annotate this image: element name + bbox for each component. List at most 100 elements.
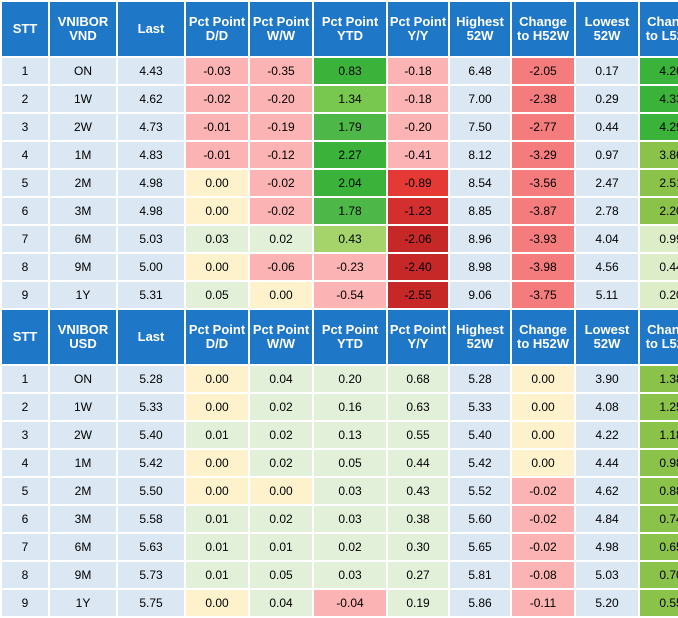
vnd-cell-lowest-52w: 4.56 [576, 254, 638, 280]
usd-cell-pct-dd: 0.01 [186, 562, 248, 588]
usd-cell-pct-yy: 0.55 [388, 422, 448, 448]
vnd-cell-pct-dd: 0.00 [186, 170, 248, 196]
usd-cell-lowest-52w: 5.03 [576, 562, 638, 588]
usd-header-lowest-52w: Lowest 52W [576, 310, 638, 364]
vnd-header-highest-52w: Highest 52W [450, 2, 510, 56]
usd-cell-change-h52w: 0.00 [512, 366, 574, 392]
usd-cell-pct-ytd: 0.20 [314, 366, 386, 392]
vnd-cell-change-h52w: -2.38 [512, 86, 574, 112]
usd-cell-last: 5.75 [118, 590, 184, 616]
vnd-cell-pct-dd: 0.03 [186, 226, 248, 252]
vnd-cell-pct-yy: -0.18 [388, 58, 448, 84]
usd-cell-pct-dd: 0.00 [186, 590, 248, 616]
vnd-cell-pct-ytd: 2.27 [314, 142, 386, 168]
usd-cell-pct-ww: 0.02 [250, 450, 312, 476]
vnd-cell-change-h52w: -3.56 [512, 170, 574, 196]
usd-header-pct-ytd: Pct Point YTD [314, 310, 386, 364]
table-row: 9 1Y 5.31 0.05 0.00 -0.54 -2.55 9.06 -3.75 5.11 0.… [2, 282, 678, 308]
vnd-header-pct-ytd: Pct Point YTD [314, 2, 386, 56]
vnd-cell-pct-ytd: 1.78 [314, 198, 386, 224]
usd-cell-tenor: 3M [50, 506, 116, 532]
vnd-cell-pct-dd: 0.05 [186, 282, 248, 308]
usd-header-stt: STT [2, 310, 48, 364]
vnd-cell-pct-dd: -0.01 [186, 114, 248, 140]
vnd-cell-pct-dd: 0.00 [186, 254, 248, 280]
vnd-cell-pct-ww: -0.35 [250, 58, 312, 84]
usd-cell-pct-yy: 0.43 [388, 478, 448, 504]
table-row: 5 2M 4.98 0.00 -0.02 2.04 -0.89 8.54 -3.56 2.47 2.… [2, 170, 678, 196]
usd-cell-lowest-52w: 4.84 [576, 506, 638, 532]
usd-cell-pct-yy: 0.19 [388, 590, 448, 616]
usd-cell-last: 5.42 [118, 450, 184, 476]
vnd-cell-stt: 8 [2, 254, 48, 280]
vnd-cell-highest-52w: 8.85 [450, 198, 510, 224]
vnd-cell-pct-yy: -2.55 [388, 282, 448, 308]
usd-cell-pct-ytd: 0.03 [314, 506, 386, 532]
vnd-cell-pct-ww: -0.20 [250, 86, 312, 112]
table-row: 6 3M 4.98 0.00 -0.02 1.78 -1.23 8.85 -3.87 2.78 2.… [2, 198, 678, 224]
vnd-header-pct-dd: Pct Point D/D [186, 2, 248, 56]
vnd-cell-change-h52w: -3.75 [512, 282, 574, 308]
usd-cell-last: 5.28 [118, 366, 184, 392]
table-row: 1 ON 4.43 -0.03 -0.35 0.83 -0.18 6.48 -2.05 0.17 4… [2, 58, 678, 84]
vnd-cell-pct-ww: -0.12 [250, 142, 312, 168]
usd-cell-stt: 8 [2, 562, 48, 588]
usd-cell-stt: 1 [2, 366, 48, 392]
usd-cell-pct-ytd: 0.05 [314, 450, 386, 476]
vnd-cell-pct-ww: -0.02 [250, 198, 312, 224]
vnd-cell-pct-ytd: 1.79 [314, 114, 386, 140]
vnd-cell-highest-52w: 7.00 [450, 86, 510, 112]
usd-cell-pct-dd: 0.00 [186, 366, 248, 392]
vnd-header-pct-yy: Pct Point Y/Y [388, 2, 448, 56]
usd-cell-last: 5.40 [118, 422, 184, 448]
table-row: 8 9M 5.00 0.00 -0.06 -0.23 -2.40 8.98 -3.98 4.56 0… [2, 254, 678, 280]
usd-cell-lowest-52w: 4.98 [576, 534, 638, 560]
vnd-cell-pct-ytd: 0.83 [314, 58, 386, 84]
vnd-cell-lowest-52w: 0.97 [576, 142, 638, 168]
vnd-cell-pct-yy: -2.06 [388, 226, 448, 252]
vnd-cell-last: 4.98 [118, 170, 184, 196]
vnd-cell-pct-dd: -0.01 [186, 142, 248, 168]
vnd-header-tenor: VNIBOR VND [50, 2, 116, 56]
vnd-cell-pct-yy: -2.40 [388, 254, 448, 280]
usd-cell-tenor: 1Y [50, 590, 116, 616]
vnd-header-last: Last [118, 2, 184, 56]
vnd-cell-change-h52w: -2.05 [512, 58, 574, 84]
usd-cell-highest-52w: 5.60 [450, 506, 510, 532]
usd-header-pct-yy: Pct Point Y/Y [388, 310, 448, 364]
vnd-cell-last: 5.31 [118, 282, 184, 308]
vnd-cell-change-l52w: 2.51 [640, 170, 678, 196]
usd-cell-pct-dd: 0.00 [186, 478, 248, 504]
usd-cell-last: 5.58 [118, 506, 184, 532]
usd-header-tenor: VNIBOR USD [50, 310, 116, 364]
vnd-cell-tenor: ON [50, 58, 116, 84]
usd-cell-change-l52w: 1.38 [640, 366, 678, 392]
vnd-cell-pct-ytd: 1.34 [314, 86, 386, 112]
usd-header-pct-ww: Pct Point W/W [250, 310, 312, 364]
usd-header-row: STT VNIBOR USD Last Pct Point D/D Pct Point … [2, 310, 678, 364]
usd-cell-tenor: 1W [50, 394, 116, 420]
usd-cell-change-l52w: 0.74 [640, 506, 678, 532]
vnd-cell-highest-52w: 8.54 [450, 170, 510, 196]
vnd-cell-highest-52w: 6.48 [450, 58, 510, 84]
usd-cell-pct-ww: 0.00 [250, 478, 312, 504]
usd-cell-pct-yy: 0.63 [388, 394, 448, 420]
usd-cell-highest-52w: 5.86 [450, 590, 510, 616]
table-row: 9 1Y 5.75 0.00 0.04 -0.04 0.19 5.86 -0.11 5.20 0.5… [2, 590, 678, 616]
usd-cell-tenor: ON [50, 366, 116, 392]
usd-cell-pct-ww: 0.02 [250, 422, 312, 448]
vnd-cell-pct-yy: -0.41 [388, 142, 448, 168]
usd-cell-tenor: 2M [50, 478, 116, 504]
vnd-cell-pct-ww: -0.06 [250, 254, 312, 280]
vnd-cell-lowest-52w: 4.04 [576, 226, 638, 252]
table-row: 4 1M 4.83 -0.01 -0.12 2.27 -0.41 8.12 -3.29 0.97 3… [2, 142, 678, 168]
vnd-cell-stt: 1 [2, 58, 48, 84]
vnd-cell-change-h52w: -3.98 [512, 254, 574, 280]
table-row: 7 6M 5.03 0.03 0.02 0.43 -2.06 8.96 -3.93 4.04 0.9… [2, 226, 678, 252]
usd-cell-pct-yy: 0.27 [388, 562, 448, 588]
